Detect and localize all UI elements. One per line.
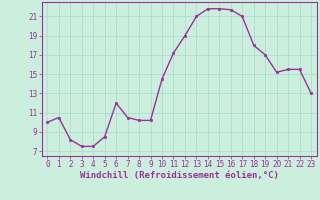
X-axis label: Windchill (Refroidissement éolien,°C): Windchill (Refroidissement éolien,°C) — [80, 171, 279, 180]
